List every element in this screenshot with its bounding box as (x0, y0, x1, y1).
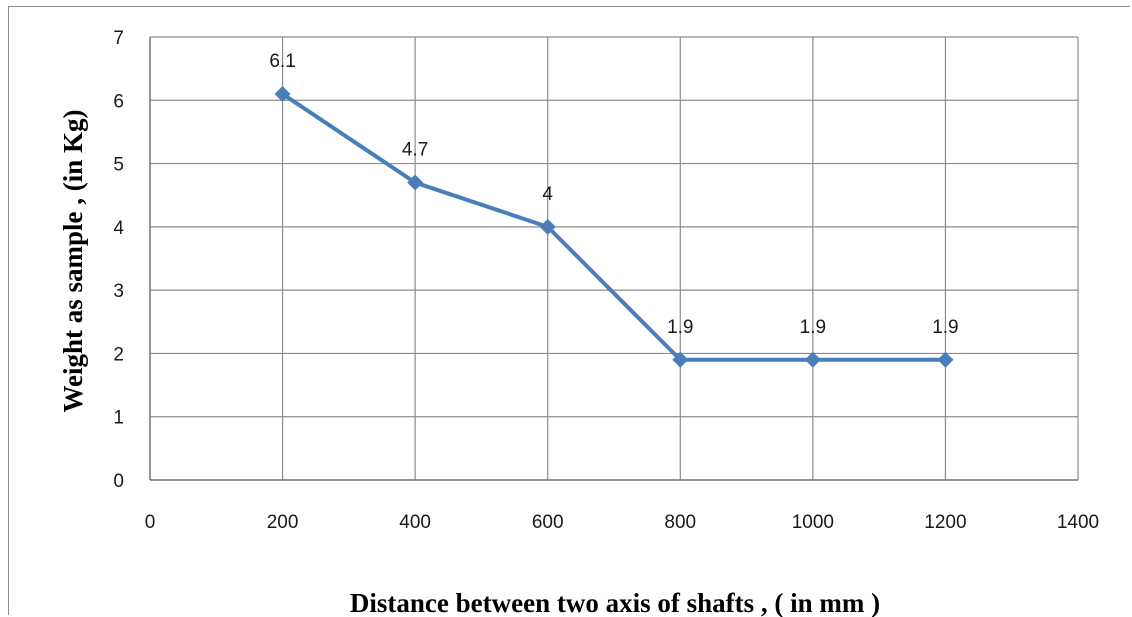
y-tick-label: 4 (113, 218, 124, 239)
y-tick-label: 2 (113, 344, 124, 365)
x-tick-label: 1400 (1057, 512, 1099, 533)
data-point-marker (937, 351, 954, 368)
data-label: 1.9 (800, 317, 826, 338)
x-tick-labels: 0 200 400 600 800 1000 1200 1400 (145, 512, 1099, 533)
data-point-marker (274, 85, 291, 102)
data-label: 4.7 (402, 140, 428, 161)
x-tick-label: 200 (267, 512, 299, 533)
y-tick-label: 7 (113, 28, 124, 49)
data-labels: 6.1 4.7 4 1.9 1.9 1.9 (269, 51, 958, 338)
series-line (281, 92, 946, 362)
y-tick-labels: 0 1 2 3 4 5 6 7 (113, 28, 124, 492)
x-tick-label: 400 (399, 512, 431, 533)
grid (149, 36, 1079, 481)
y-tick-label: 6 (113, 91, 124, 112)
x-tick-label: 0 (145, 512, 156, 533)
y-axis-title: Weight as sample , (in Kg) (58, 109, 88, 412)
data-point-marker (539, 218, 556, 235)
y-tick-label: 1 (113, 408, 124, 429)
data-label: 4 (542, 184, 553, 205)
x-tick-label: 800 (664, 512, 696, 533)
x-tick-label: 600 (532, 512, 564, 533)
data-point-marker (407, 174, 424, 191)
y-tick-label: 3 (113, 281, 124, 302)
data-point-marker (804, 351, 821, 368)
x-tick-label: 1200 (924, 512, 966, 533)
x-axis-title: Distance between two axis of shafts , ( … (350, 588, 880, 617)
x-tick-label: 1000 (792, 512, 834, 533)
data-label: 1.9 (667, 317, 693, 338)
data-point-marker (672, 351, 689, 368)
chart-frame (8, 6, 1130, 615)
y-tick-label: 5 (113, 155, 124, 176)
data-label: 1.9 (932, 317, 958, 338)
series-markers (274, 85, 954, 368)
y-tick-label: 0 (113, 471, 124, 492)
data-label: 6.1 (269, 51, 295, 72)
